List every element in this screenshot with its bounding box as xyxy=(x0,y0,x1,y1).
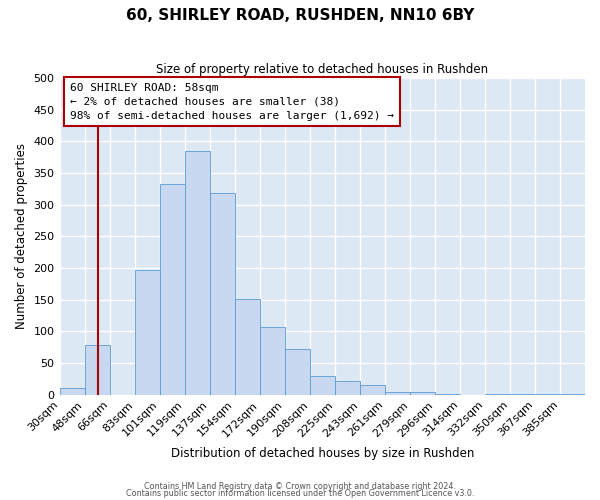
Bar xyxy=(160,184,185,395)
Y-axis label: Number of detached properties: Number of detached properties xyxy=(15,144,28,330)
Bar xyxy=(510,394,535,395)
Bar xyxy=(260,327,285,395)
Bar xyxy=(385,392,410,395)
Title: Size of property relative to detached houses in Rushden: Size of property relative to detached ho… xyxy=(156,62,488,76)
Bar xyxy=(59,388,85,395)
Bar xyxy=(285,348,310,395)
X-axis label: Distribution of detached houses by size in Rushden: Distribution of detached houses by size … xyxy=(170,447,474,460)
Bar xyxy=(85,346,110,395)
Bar xyxy=(310,376,335,395)
Text: Contains public sector information licensed under the Open Government Licence v3: Contains public sector information licen… xyxy=(126,490,474,498)
Text: 60 SHIRLEY ROAD: 58sqm
← 2% of detached houses are smaller (38)
98% of semi-deta: 60 SHIRLEY ROAD: 58sqm ← 2% of detached … xyxy=(70,83,394,121)
Bar xyxy=(360,386,385,395)
Bar xyxy=(134,270,160,395)
Bar xyxy=(535,394,560,395)
Bar xyxy=(235,299,260,395)
Bar xyxy=(485,394,510,395)
Bar xyxy=(185,151,209,395)
Text: Contains HM Land Registry data © Crown copyright and database right 2024.: Contains HM Land Registry data © Crown c… xyxy=(144,482,456,491)
Bar xyxy=(435,394,460,395)
Text: 60, SHIRLEY ROAD, RUSHDEN, NN10 6BY: 60, SHIRLEY ROAD, RUSHDEN, NN10 6BY xyxy=(126,8,474,22)
Bar xyxy=(209,192,235,395)
Bar xyxy=(410,392,435,395)
Bar xyxy=(560,394,585,395)
Bar xyxy=(335,381,360,395)
